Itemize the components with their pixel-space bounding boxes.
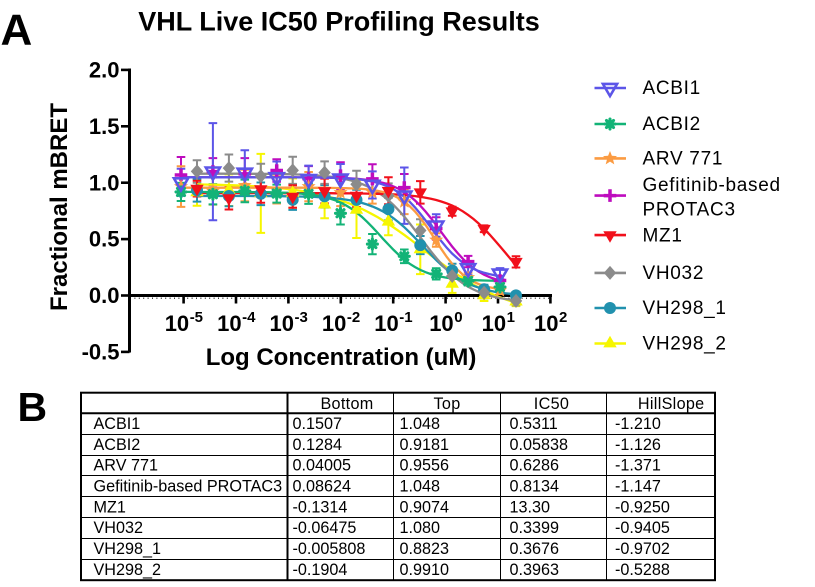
svg-text:10: 10 xyxy=(482,311,506,336)
svg-text:0: 0 xyxy=(454,309,462,326)
svg-text:-1.210: -1.210 xyxy=(615,415,661,433)
svg-text:-0.9405: -0.9405 xyxy=(615,519,670,537)
svg-text:0.6286: 0.6286 xyxy=(510,457,560,475)
svg-text:0.9556: 0.9556 xyxy=(400,457,450,475)
svg-text:VH032: VH032 xyxy=(643,263,705,284)
svg-text:0.5311: 0.5311 xyxy=(510,415,558,433)
svg-text:0.3399: 0.3399 xyxy=(510,519,560,537)
svg-text:10: 10 xyxy=(429,311,453,336)
svg-text:0.3963: 0.3963 xyxy=(510,561,560,579)
svg-text:-0.005808: -0.005808 xyxy=(293,540,366,558)
svg-text:2: 2 xyxy=(559,309,567,326)
svg-text:PROTAC3: PROTAC3 xyxy=(643,200,736,221)
svg-text:Bottom: Bottom xyxy=(320,395,373,413)
svg-text:VH298_1: VH298_1 xyxy=(94,540,162,558)
svg-text:-0.1314: -0.1314 xyxy=(293,498,348,516)
svg-text:10: 10 xyxy=(217,311,241,336)
svg-text:ARV 771: ARV 771 xyxy=(94,457,159,475)
svg-text:1.0: 1.0 xyxy=(89,170,120,195)
svg-text:0.9910: 0.9910 xyxy=(400,561,450,579)
svg-text:0.5: 0.5 xyxy=(89,227,120,252)
svg-text:0.08624: 0.08624 xyxy=(293,478,352,496)
svg-text:MZ1: MZ1 xyxy=(643,225,683,246)
svg-text:1.5: 1.5 xyxy=(89,114,120,139)
svg-text:ACBI1: ACBI1 xyxy=(94,415,141,433)
svg-text:VHL Live IC50 Profiling Result: VHL Live IC50 Profiling Results xyxy=(138,7,540,37)
svg-text:HillSlope: HillSlope xyxy=(638,395,705,413)
svg-text:-0.5: -0.5 xyxy=(82,340,120,365)
svg-text:10: 10 xyxy=(374,311,398,336)
svg-text:-0.06475: -0.06475 xyxy=(293,519,357,537)
svg-text:-3: -3 xyxy=(295,309,308,326)
svg-text:ACBI2: ACBI2 xyxy=(643,114,701,135)
svg-text:1.048: 1.048 xyxy=(400,415,441,433)
svg-text:Top: Top xyxy=(434,395,461,413)
svg-text:-0.1904: -0.1904 xyxy=(293,561,348,579)
svg-text:0.04005: 0.04005 xyxy=(293,457,352,475)
svg-text:-5: -5 xyxy=(190,309,203,326)
svg-text:0.05838: 0.05838 xyxy=(510,436,569,454)
svg-text:0.3676: 0.3676 xyxy=(510,540,560,558)
svg-text:-1: -1 xyxy=(399,309,412,326)
svg-text:1.080: 1.080 xyxy=(400,519,441,537)
svg-text:-0.9702: -0.9702 xyxy=(615,540,670,558)
svg-text:B: B xyxy=(18,384,48,430)
svg-text:-4: -4 xyxy=(242,309,256,326)
svg-text:ACBI1: ACBI1 xyxy=(643,78,701,99)
svg-text:ACBI2: ACBI2 xyxy=(94,436,141,454)
svg-text:VH298_2: VH298_2 xyxy=(94,561,162,579)
svg-text:10: 10 xyxy=(165,311,189,336)
svg-text:0.1507: 0.1507 xyxy=(293,415,343,433)
svg-text:0.0: 0.0 xyxy=(89,283,120,308)
svg-text:2.0: 2.0 xyxy=(89,58,120,83)
svg-text:-0.9250: -0.9250 xyxy=(615,498,670,516)
svg-text:13.30: 13.30 xyxy=(510,498,551,516)
svg-text:10: 10 xyxy=(270,311,294,336)
svg-text:VH032: VH032 xyxy=(94,519,144,537)
svg-text:Fractional mBRET: Fractional mBRET xyxy=(46,103,73,311)
svg-text:0.8823: 0.8823 xyxy=(400,540,450,558)
svg-text:-1.126: -1.126 xyxy=(615,436,661,454)
svg-text:0.8134: 0.8134 xyxy=(510,478,560,496)
svg-text:0.1284: 0.1284 xyxy=(293,436,343,454)
svg-text:MZ1: MZ1 xyxy=(94,498,126,516)
svg-text:Log Concentration (uM): Log Concentration (uM) xyxy=(206,344,477,371)
svg-text:0.9181: 0.9181 xyxy=(400,436,450,454)
svg-text:ARV 771: ARV 771 xyxy=(643,149,724,170)
svg-text:1.048: 1.048 xyxy=(400,478,441,496)
svg-text:-2: -2 xyxy=(347,309,360,326)
svg-text:10: 10 xyxy=(534,311,558,336)
svg-text:Gefitinib-based: Gefitinib-based xyxy=(643,175,781,196)
svg-text:-0.5288: -0.5288 xyxy=(615,561,670,579)
svg-text:Gefitinib-based PROTAC3: Gefitinib-based PROTAC3 xyxy=(94,478,283,496)
svg-text:-1.147: -1.147 xyxy=(615,478,661,496)
svg-text:VH298_2: VH298_2 xyxy=(643,334,727,355)
svg-text:IC50: IC50 xyxy=(534,395,569,413)
svg-text:VH298_1: VH298_1 xyxy=(643,298,727,319)
svg-text:10: 10 xyxy=(322,311,346,336)
svg-text:0.9074: 0.9074 xyxy=(400,498,450,516)
svg-text:-1.371: -1.371 xyxy=(615,457,661,475)
svg-text:1: 1 xyxy=(507,309,515,326)
svg-text:A: A xyxy=(1,5,33,54)
